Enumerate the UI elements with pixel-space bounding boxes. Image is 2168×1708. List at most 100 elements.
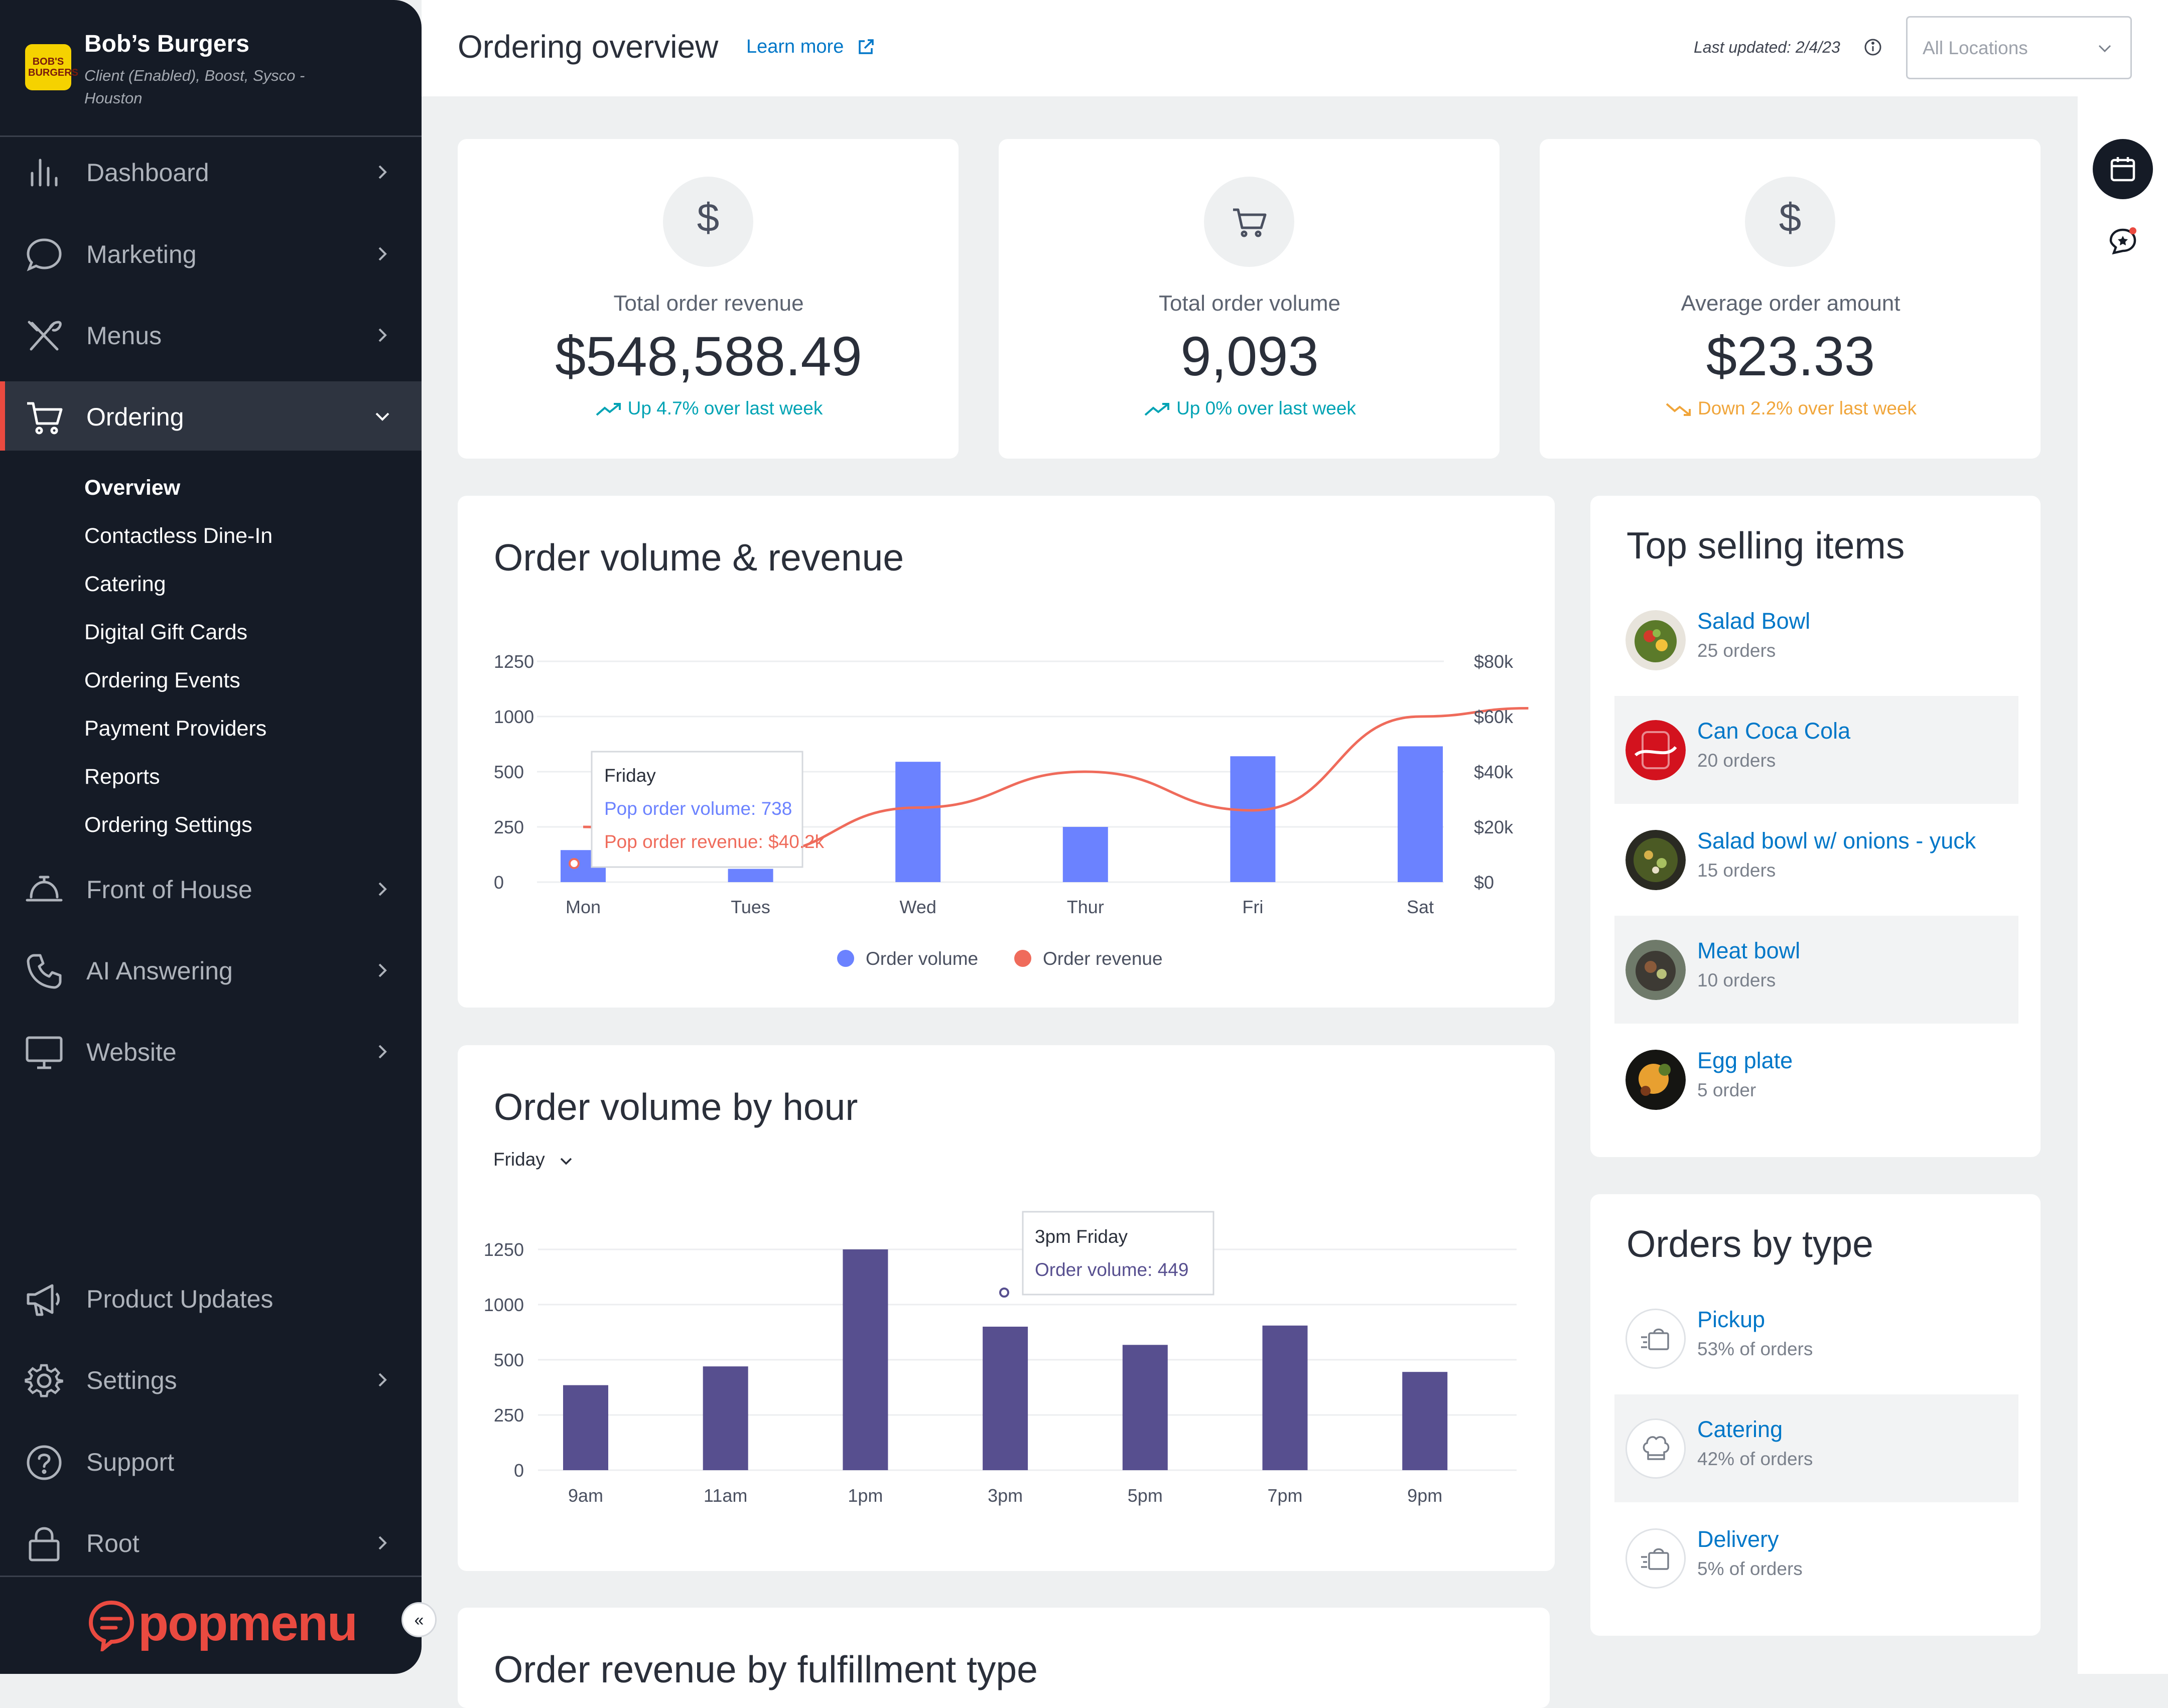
volume-bar[interactable] bbox=[1062, 827, 1108, 882]
chevron-down-icon[interactable] bbox=[557, 1152, 575, 1170]
top-bar bbox=[422, 0, 2168, 96]
popmenu-logo-icon bbox=[88, 1600, 134, 1651]
chevron-right-icon bbox=[378, 1373, 387, 1387]
volume-bar[interactable] bbox=[895, 762, 941, 882]
item-orders: 10 orders bbox=[1697, 970, 1776, 990]
kpi-trend-text: Up 4.7% over last week bbox=[627, 398, 823, 418]
utensils-icon bbox=[28, 321, 62, 351]
y-tick-label: 500 bbox=[494, 762, 524, 782]
phone-icon bbox=[27, 954, 62, 989]
hour-bar[interactable] bbox=[1262, 1325, 1308, 1470]
day-select[interactable]: Friday bbox=[493, 1149, 545, 1170]
tooltip-title: Friday bbox=[604, 765, 656, 786]
nav-settings[interactable]: Settings bbox=[0, 1345, 422, 1414]
info-icon[interactable] bbox=[1863, 37, 1883, 57]
y2-tick-label: $80k bbox=[1474, 651, 1514, 672]
kpi-trend: Up 0% over last week bbox=[999, 398, 1501, 419]
external-link-icon[interactable] bbox=[856, 37, 876, 57]
nav-website[interactable]: Website bbox=[0, 1017, 422, 1086]
subnav-reports[interactable]: Reports bbox=[84, 765, 160, 789]
right-rail bbox=[2078, 96, 2168, 1674]
volume-revenue-chart[interactable]: 0 250 500 1000 1250 $0 $20k $40k $60k $80k Mon Tues… bbox=[458, 496, 1555, 1008]
item-name: Salad Bowl bbox=[1697, 608, 1811, 634]
kpi-label: Total order volume bbox=[1159, 291, 1340, 316]
subnav-ordering-settings[interactable]: Ordering Settings bbox=[84, 813, 252, 837]
subnav-contactless-dine-in[interactable]: Contactless Dine-In bbox=[84, 524, 273, 548]
nav-product-updates[interactable]: Product Updates bbox=[0, 1263, 422, 1333]
tooltip-value: Order volume: 449 bbox=[1035, 1259, 1188, 1280]
hour-bar[interactable] bbox=[1122, 1345, 1168, 1470]
chef-hat-icon bbox=[1625, 1418, 1686, 1479]
subnav-digital-gift-cards[interactable]: Digital Gift Cards bbox=[84, 620, 247, 644]
subnav-ordering-events[interactable]: Ordering Events bbox=[84, 668, 240, 692]
hour-bar[interactable] bbox=[563, 1385, 608, 1470]
order-type-item[interactable]: Pickup 53% of orders bbox=[1614, 1285, 2018, 1392]
top-item[interactable]: Salad Bowl 25 orders bbox=[1614, 586, 2018, 694]
y2-tick-label: $40k bbox=[1474, 762, 1514, 782]
hover-point bbox=[999, 1288, 1009, 1298]
hour-bar[interactable] bbox=[703, 1366, 748, 1470]
nav-ordering[interactable]: Ordering bbox=[0, 381, 422, 451]
location-select[interactable]: All Locations bbox=[1906, 16, 2132, 79]
hour-bar[interactable] bbox=[843, 1249, 888, 1470]
service-bell-icon bbox=[26, 876, 63, 902]
sidebar: BOB'S BURGERS Bob’s Burgers Client (Enab… bbox=[0, 0, 422, 1674]
legend-swatch-volume bbox=[837, 950, 854, 967]
volume-bar[interactable] bbox=[728, 869, 773, 882]
nav-dashboard[interactable]: Dashboard bbox=[0, 137, 422, 206]
dollar-icon: $ bbox=[1745, 177, 1835, 267]
y-tick-label: 1000 bbox=[484, 1295, 524, 1315]
learn-more-link[interactable]: Learn more bbox=[746, 36, 844, 57]
top-item[interactable]: Salad bowl w/ onions - yuck 15 orders bbox=[1614, 806, 2018, 914]
item-share: 5% of orders bbox=[1697, 1558, 1803, 1579]
hour-bar[interactable] bbox=[1402, 1372, 1448, 1470]
order-type-item[interactable]: Catering 42% of orders bbox=[1614, 1394, 2018, 1502]
revenue-fulfillment-card: Order revenue by fulfillment type bbox=[458, 1608, 1550, 1708]
brand-header[interactable]: BOB'S BURGERS Bob’s Burgers Client (Enab… bbox=[0, 0, 422, 137]
subnav-overview[interactable]: Overview bbox=[84, 476, 181, 500]
chevron-right-icon bbox=[378, 328, 387, 342]
top-item[interactable]: Egg plate 5 order bbox=[1614, 1026, 2018, 1133]
hour-bar[interactable] bbox=[983, 1327, 1028, 1470]
top-item[interactable]: Meat bowl 10 orders bbox=[1614, 916, 2018, 1024]
chevron-right-icon bbox=[378, 247, 387, 261]
item-name: Can Coca Cola bbox=[1697, 718, 1851, 744]
trend-up-icon bbox=[596, 403, 621, 416]
volume-hour-chart[interactable]: 0 250 500 1000 1250 9am 11am 1pm 3pm 5pm 7pm 9pm 3p… bbox=[458, 1045, 1555, 1571]
nav-front-of-house[interactable]: Front of House bbox=[0, 854, 422, 923]
calendar-button[interactable] bbox=[2093, 139, 2153, 199]
y-tick-label: 250 bbox=[494, 817, 524, 837]
order-type-item[interactable]: Delivery 5% of orders bbox=[1614, 1504, 2018, 1612]
salad-bowl-thumbnail bbox=[1625, 610, 1686, 670]
help-circle-icon bbox=[27, 1445, 62, 1480]
hover-point bbox=[569, 858, 580, 869]
x-tick-label: 1pm bbox=[848, 1485, 883, 1506]
nav-marketing[interactable]: Marketing bbox=[0, 219, 422, 288]
page-title: Ordering overview bbox=[458, 29, 719, 65]
legend-swatch-revenue bbox=[1014, 950, 1031, 967]
subnav-payment-providers[interactable]: Payment Providers bbox=[84, 717, 267, 741]
subnav-catering[interactable]: Catering bbox=[84, 572, 166, 596]
collapse-sidebar-button[interactable]: « bbox=[401, 1602, 437, 1637]
nav-ai-answering[interactable]: AI Answering bbox=[0, 935, 422, 1005]
x-tick-label: 7pm bbox=[1267, 1485, 1302, 1506]
y-tick-label: 1250 bbox=[494, 651, 534, 672]
egg-plate-thumbnail bbox=[1625, 1050, 1686, 1110]
volume-bar[interactable] bbox=[1230, 756, 1276, 882]
nav-menus[interactable]: Menus bbox=[0, 300, 422, 369]
legend-revenue[interactable]: Order revenue bbox=[1043, 948, 1163, 969]
y-tick-label: 0 bbox=[494, 872, 504, 893]
item-name: Egg plate bbox=[1697, 1048, 1793, 1073]
nav-label: Support bbox=[86, 1448, 175, 1476]
volume-bar[interactable] bbox=[1398, 746, 1443, 882]
pickup-bag-icon bbox=[1625, 1309, 1686, 1369]
x-tick-label: Wed bbox=[900, 897, 936, 917]
top-item[interactable]: Can Coca Cola 20 orders bbox=[1614, 696, 2018, 804]
x-tick-label: Tues bbox=[731, 897, 770, 917]
legend-volume[interactable]: Order volume bbox=[866, 948, 978, 969]
notification-chat-icon[interactable] bbox=[2108, 225, 2138, 255]
nav-root[interactable]: Root bbox=[0, 1508, 422, 1577]
nav-support[interactable]: Support bbox=[0, 1427, 422, 1496]
cart-icon bbox=[27, 402, 63, 435]
megaphone-icon bbox=[27, 1284, 60, 1316]
